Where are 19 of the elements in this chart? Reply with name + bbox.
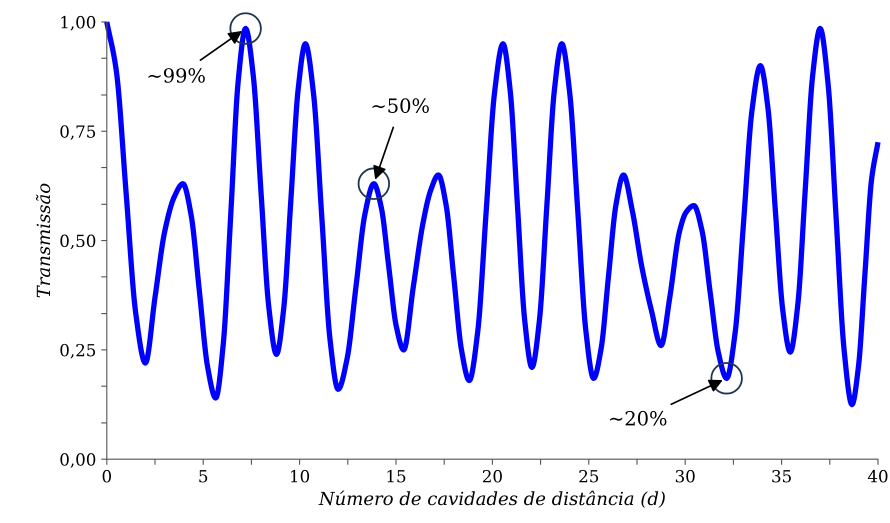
x-tick-label: 35 bbox=[772, 470, 791, 483]
x-tick-label: 10 bbox=[291, 470, 310, 483]
annotation: ∼99% bbox=[148, 68, 205, 83]
y-tick-label: 0,75 bbox=[60, 125, 96, 140]
y-tick-label: 1,00 bbox=[61, 16, 96, 31]
y-axis-title: Transmissão bbox=[36, 184, 50, 298]
annotation: ∼20% bbox=[610, 410, 666, 426]
x-tick-label: 30 bbox=[676, 470, 695, 483]
y-tick-label: 0,25 bbox=[60, 344, 96, 358]
y-tick-label: 0,00 bbox=[60, 453, 96, 468]
x-tick-label: 40 bbox=[868, 470, 888, 483]
x-tick-label: 5 bbox=[199, 470, 208, 483]
y-tick-label: 0,50 bbox=[60, 234, 96, 250]
x-tick-label: 20 bbox=[482, 470, 502, 483]
x-tick-label: 15 bbox=[387, 470, 406, 483]
x-tick-label: 0 bbox=[102, 470, 111, 483]
annotation: ∼50% bbox=[372, 98, 429, 113]
x-axis-title: Número de cavidades de distância (d) bbox=[318, 490, 665, 508]
x-tick-label: 25 bbox=[579, 470, 598, 483]
